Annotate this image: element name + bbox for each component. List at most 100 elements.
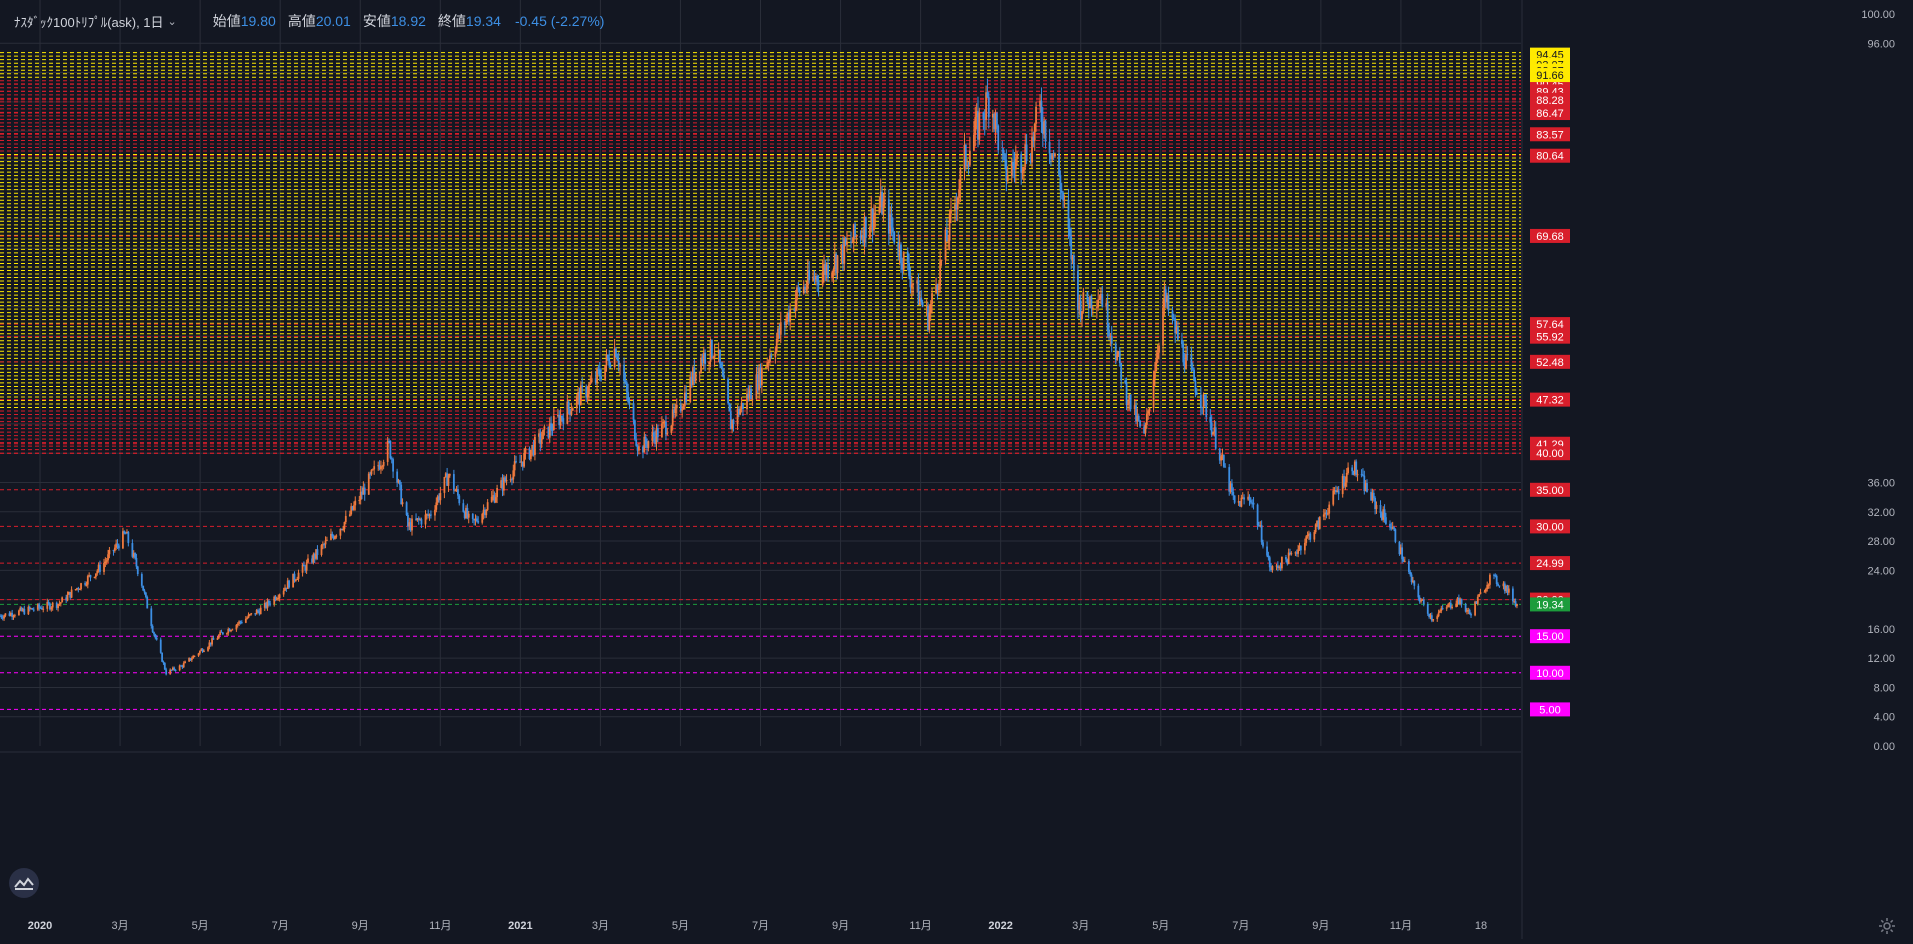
candle-body [1106, 303, 1109, 331]
candle-body [908, 262, 910, 277]
candle-body [1260, 525, 1263, 543]
candle-body [1043, 120, 1046, 134]
candle-body [1383, 509, 1386, 518]
candle-body [416, 518, 419, 520]
candle-body [235, 624, 238, 630]
price-tick-label: 16.00 [1867, 624, 1895, 636]
candle-body [408, 522, 411, 527]
candle-body [918, 297, 921, 305]
candle-body [585, 386, 588, 398]
candle-body [1259, 525, 1262, 527]
candle-body [286, 580, 289, 589]
candle-body [685, 392, 688, 403]
candle-body [1266, 546, 1268, 556]
candle-body [1005, 160, 1008, 181]
candle-body [389, 441, 392, 459]
candle-body [1467, 610, 1470, 612]
candle-body [594, 378, 597, 383]
level-badge-label: 69.68 [1536, 231, 1564, 243]
candle-body [1050, 153, 1052, 160]
tradingview-logo-icon[interactable] [9, 868, 39, 898]
candle-body [882, 201, 885, 215]
candle-body [698, 371, 701, 373]
candle-body [417, 518, 420, 520]
symbol-title[interactable]: ﾅｽﾀﾞｯｸ100ﾄﾘﾌﾟﾙ(ask), 1日 [14, 14, 164, 30]
candle-body [1289, 552, 1291, 555]
candle-body [617, 360, 620, 367]
candle-body [798, 288, 801, 294]
candle-body [993, 113, 996, 130]
candle-body [1186, 353, 1189, 355]
candle-body [739, 408, 742, 415]
level-badge [1530, 68, 1570, 83]
candle-body [1374, 497, 1377, 509]
grid-lines [0, 0, 1523, 939]
gear-icon[interactable] [1878, 917, 1896, 935]
candle-body [1325, 512, 1328, 515]
price-axis[interactable]: 100.00 96.00 36.00 32.00 28.00 24.00 16.00 12.0… [1523, 0, 1913, 939]
candle-body [278, 594, 281, 599]
candle-body [1095, 307, 1098, 309]
candle-body [1372, 492, 1375, 498]
candle-body [1487, 584, 1490, 586]
candle-body [424, 514, 427, 525]
candle-body [732, 420, 735, 425]
price-tick-label: 96.00 [1867, 38, 1895, 50]
candle-body [304, 566, 307, 571]
candle-body [920, 297, 923, 302]
candle-body [813, 276, 816, 280]
candle-body [108, 550, 111, 555]
candle-body [850, 241, 852, 243]
candle-body [30, 608, 32, 610]
candle-body [473, 519, 476, 521]
candle-body [467, 513, 470, 518]
candle-body [935, 284, 938, 294]
time-axis[interactable]: 2020 3月 5月 7月 9月 11月 2021 3月 5月 7月 9月 11月 2022 3月 5月 7月… [28, 920, 1487, 932]
candle-body [769, 355, 771, 362]
candle-body [720, 363, 723, 368]
candle-body [1475, 601, 1478, 604]
candle-body [1275, 565, 1278, 567]
candle-body [484, 509, 486, 516]
candle-body [1403, 561, 1406, 563]
candle-body [1182, 344, 1185, 363]
candle-body [804, 286, 806, 290]
candle-body [116, 543, 119, 546]
candle-body [1371, 492, 1374, 501]
candle-body [172, 667, 174, 670]
candle-body [78, 589, 81, 591]
candle-body [955, 204, 958, 210]
candle-body [1493, 574, 1495, 576]
candle-body [269, 603, 272, 605]
close-label: 終値 [437, 13, 466, 29]
candle-body [944, 229, 947, 260]
candle-body [1201, 406, 1204, 408]
candle-body [625, 382, 628, 393]
candle-body [1420, 600, 1422, 602]
candle-body [1001, 150, 1004, 152]
candle-body [1228, 467, 1231, 492]
candle-body [581, 385, 584, 387]
candle-body [1333, 490, 1336, 492]
candle-body [742, 402, 744, 410]
candle-body [105, 560, 108, 562]
candle-body [598, 369, 601, 377]
candle-body [117, 545, 120, 549]
candle-body [1029, 160, 1032, 163]
candle-body [1502, 583, 1505, 587]
candle-body [994, 113, 997, 130]
candle-body [1347, 467, 1349, 473]
open-value: 19.80 [240, 13, 276, 29]
candle-body [180, 665, 182, 667]
candle-body [282, 590, 285, 595]
candle-body [485, 509, 488, 516]
candle-body [1158, 345, 1160, 353]
candle-body [556, 414, 559, 416]
candle-body [796, 287, 798, 301]
candle-body [1356, 474, 1359, 476]
candle-body [84, 583, 87, 585]
chevron-down-icon[interactable]: ⌄ [167, 15, 177, 28]
candle-body [967, 165, 970, 167]
